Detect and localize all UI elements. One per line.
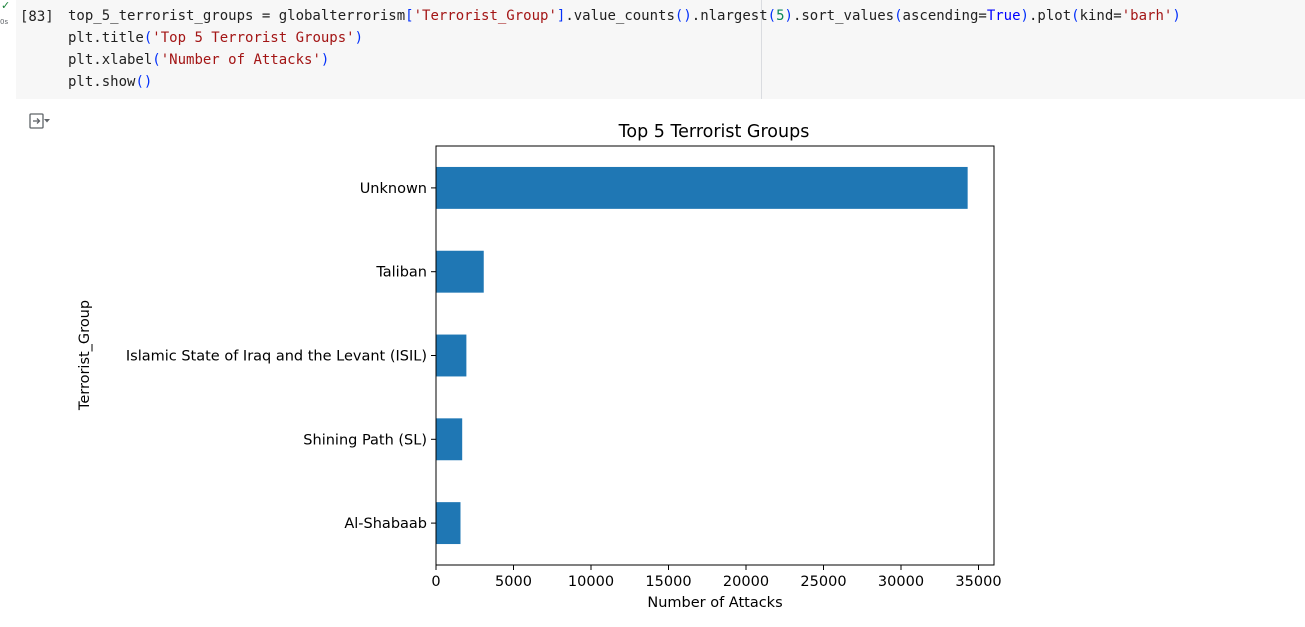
- code-token: True: [986, 8, 1021, 24]
- code-token: ): [320, 52, 330, 68]
- x-tick-label: 35000: [955, 574, 1001, 590]
- code-token: (: [767, 8, 777, 24]
- code-token: 'Top 5 Terrorist Groups': [152, 30, 355, 46]
- code-token: ): [354, 30, 364, 46]
- y-axis-label: Terrorist_Group: [77, 300, 93, 411]
- x-tick-label: 10000: [568, 574, 614, 590]
- code-token: top_5_terrorist_groups = globalterrorism: [68, 8, 406, 24]
- code-token: 5: [776, 8, 785, 24]
- y-tick-label: Shining Path (SL): [303, 432, 427, 448]
- x-tick-label: 30000: [878, 574, 924, 590]
- code-token: (: [143, 30, 153, 46]
- y-tick-label: Al-Shabaab: [344, 516, 427, 532]
- code-token: .nlargest: [691, 8, 768, 24]
- column-ruler: [761, 0, 762, 99]
- run-time: 0s: [0, 18, 9, 26]
- code-token: .sort_values: [792, 8, 895, 24]
- code-token: 'Number of Attacks': [160, 52, 321, 68]
- code-token: ascending=: [902, 8, 987, 24]
- execution-count[interactable]: [83]: [20, 9, 54, 25]
- x-tick-label: 15000: [645, 574, 691, 590]
- bar: [436, 166, 968, 209]
- code-token: (: [1071, 8, 1080, 24]
- code-token: plt.title: [68, 30, 144, 46]
- x-tick-label: 25000: [800, 574, 846, 590]
- code-editor[interactable]: top_5_terrorist_groups = globalterrorism…: [68, 5, 1181, 93]
- code-token: (: [894, 8, 903, 24]
- bar: [436, 334, 467, 377]
- x-tick-label: 5000: [495, 574, 532, 590]
- y-tick-label: Taliban: [375, 265, 427, 281]
- code-token: ): [1172, 8, 1181, 24]
- code-token: plt.xlabel: [68, 52, 153, 68]
- output-toggle-icon[interactable]: [29, 111, 51, 131]
- bar-chart: Top 5 Terrorist Groups Al-Shabaab Shining…: [77, 122, 1002, 611]
- code-token: ]: [556, 8, 566, 24]
- code-token: (: [152, 52, 161, 68]
- code-token: 'barh': [1121, 8, 1173, 24]
- code-token: ): [784, 8, 793, 24]
- cell-run-status[interactable]: ✓ 0s: [0, 0, 16, 26]
- code-token: kind=: [1079, 8, 1122, 24]
- code-token: (): [135, 74, 153, 90]
- bar: [436, 502, 461, 545]
- x-axis-label: Number of Attacks: [647, 595, 782, 611]
- x-tick-label: 20000: [723, 574, 769, 590]
- code-token: (): [674, 8, 692, 24]
- bar: [436, 418, 463, 461]
- checkmark-icon: ✓: [1, 0, 11, 12]
- code-token: [: [405, 8, 414, 24]
- code-token: 'Terrorist_Group': [413, 8, 557, 24]
- x-tick-label: 0: [431, 574, 440, 590]
- y-tick-label: Unknown: [360, 181, 427, 197]
- bar: [436, 250, 484, 293]
- code-token: ): [1020, 8, 1029, 24]
- code-cell[interactable]: top_5_terrorist_groups = globalterrorism…: [16, 0, 1305, 99]
- chart-title: Top 5 Terrorist Groups: [618, 122, 810, 142]
- code-token: .plot: [1028, 8, 1072, 24]
- y-tick-label: Islamic State of Iraq and the Levant (IS…: [126, 349, 427, 365]
- code-token: plt.show: [68, 74, 136, 90]
- code-token: .value_counts: [565, 8, 675, 24]
